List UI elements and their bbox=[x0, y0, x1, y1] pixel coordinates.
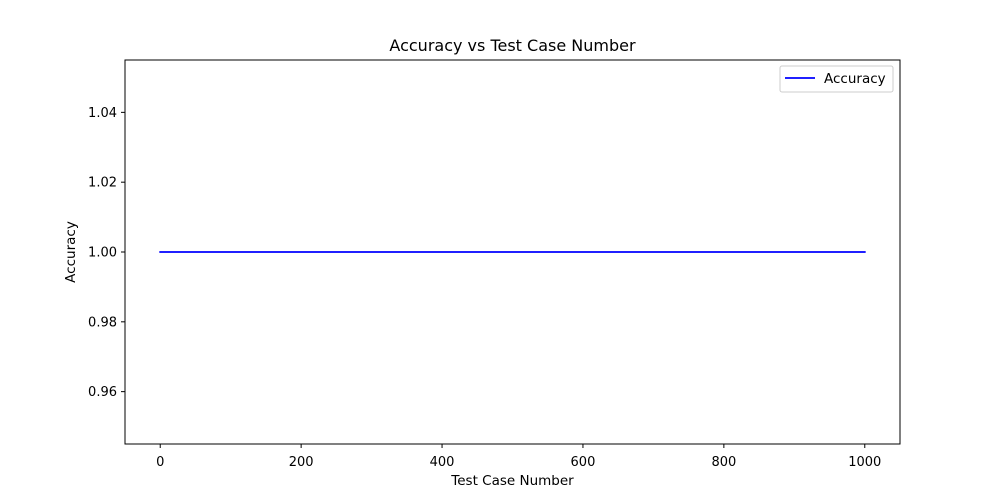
y-tick-label: 0.98 bbox=[88, 315, 117, 330]
y-tick-label: 1.02 bbox=[88, 176, 117, 191]
y-tick-label: 1.00 bbox=[88, 246, 117, 261]
chart-title: Accuracy vs Test Case Number bbox=[389, 36, 636, 55]
legend-box bbox=[779, 65, 894, 93]
y-tick-label: 1.04 bbox=[88, 106, 117, 121]
x-tick-label: 200 bbox=[289, 455, 314, 470]
x-axis-label: Test Case Number bbox=[450, 473, 574, 489]
x-axis-ticks: 0 200 400 600 800 1000 bbox=[156, 444, 881, 470]
x-tick-label: 600 bbox=[571, 455, 596, 470]
y-axis-label: Accuracy bbox=[63, 221, 79, 283]
y-tick-label: 0.96 bbox=[88, 385, 117, 400]
x-tick-label: 1000 bbox=[848, 455, 881, 470]
plot-frame bbox=[124, 59, 901, 445]
x-tick-label: 800 bbox=[711, 455, 736, 470]
legend-series-label: Accuracy bbox=[824, 71, 886, 87]
y-axis-ticks: 0.96 0.98 1.00 1.02 1.04 bbox=[88, 106, 125, 400]
x-tick-label: 400 bbox=[430, 455, 455, 470]
x-tick-label: 0 bbox=[156, 455, 164, 470]
legend: Accuracy bbox=[779, 65, 894, 93]
